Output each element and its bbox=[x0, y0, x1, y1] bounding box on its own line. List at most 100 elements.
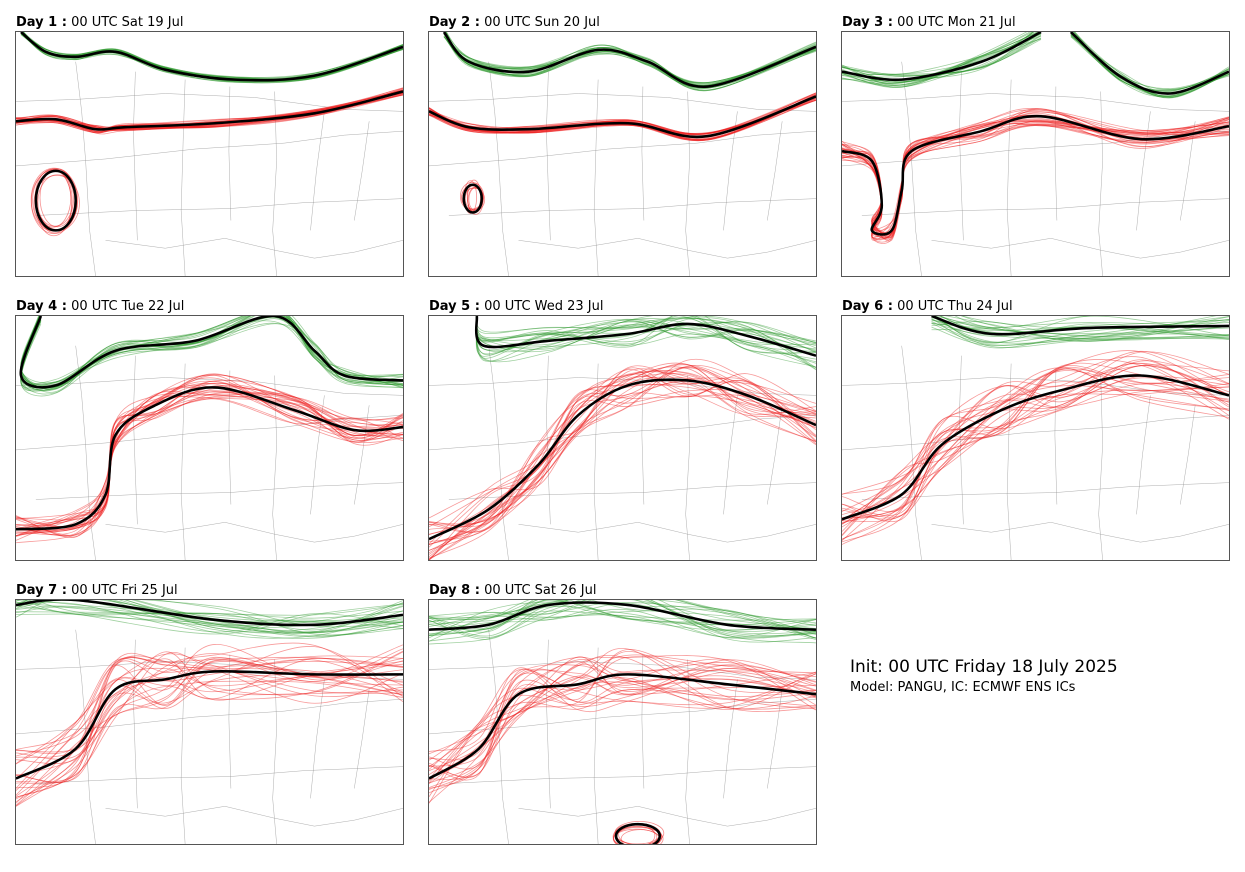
red-member-contour bbox=[16, 646, 403, 807]
green-member-contour bbox=[446, 32, 816, 86]
red-mean-contour bbox=[16, 670, 403, 780]
red-member-contour bbox=[16, 382, 403, 534]
red-member-contour bbox=[429, 98, 816, 142]
state-border-3 bbox=[488, 61, 509, 276]
red-member-contour bbox=[429, 381, 816, 525]
red-member-contour bbox=[16, 87, 403, 134]
red-member-contour bbox=[429, 363, 816, 533]
green-member-contour bbox=[429, 600, 816, 643]
red-member-contour bbox=[16, 676, 403, 764]
panel-title-day-6: Day 6 : 00 UTC Thu 24 Jul bbox=[842, 299, 1013, 314]
red-member-contour bbox=[842, 385, 1229, 522]
red-member-contour bbox=[429, 369, 816, 560]
green-member-contour bbox=[931, 323, 1229, 340]
red-member-contour bbox=[429, 667, 816, 752]
green-mean-contour bbox=[429, 601, 816, 632]
red-member-contour bbox=[429, 98, 816, 135]
red-member-contour bbox=[429, 364, 816, 526]
green-member-contour bbox=[445, 32, 816, 88]
green-member-contour bbox=[429, 603, 816, 630]
green-mean-contour bbox=[20, 32, 403, 82]
red-member-contour bbox=[429, 384, 816, 545]
green-member-contour bbox=[475, 316, 816, 353]
panel-title-day-7: Day 7 : 00 UTC Fri 25 Jul bbox=[16, 583, 178, 598]
state-border-6 bbox=[228, 654, 232, 789]
green-member-contour bbox=[931, 318, 1229, 349]
green-member-contour bbox=[475, 317, 816, 369]
red-member-contour bbox=[429, 381, 816, 558]
red-member-contour bbox=[429, 672, 816, 761]
green-member-contour bbox=[107, 600, 403, 639]
green-member-contour bbox=[931, 319, 1229, 344]
green-member-contour bbox=[429, 600, 816, 631]
red-member-contour bbox=[16, 653, 403, 780]
red-member-contour bbox=[16, 655, 403, 783]
state-border-8 bbox=[723, 395, 738, 515]
state-border-7 bbox=[272, 375, 277, 560]
panel-title-day-3: Day 3 : 00 UTC Mon 21 Jul bbox=[842, 15, 1016, 30]
green-member-contour bbox=[16, 601, 403, 633]
red-member-contour bbox=[16, 89, 403, 133]
red-member-contour bbox=[842, 111, 1229, 236]
green-member-contour bbox=[443, 36, 816, 87]
state-border-1 bbox=[842, 130, 1229, 167]
red-member-contour bbox=[842, 370, 1229, 518]
state-border-4 bbox=[546, 639, 551, 809]
state-border-5 bbox=[180, 647, 186, 844]
red-member-contour bbox=[842, 366, 1229, 536]
red-member-contour bbox=[842, 368, 1229, 522]
green-member-contour bbox=[429, 600, 816, 638]
state-border-4 bbox=[959, 355, 964, 525]
green-member-contour bbox=[842, 39, 1042, 77]
red-member-contour bbox=[16, 644, 403, 783]
green-member-contour bbox=[34, 600, 403, 634]
red-member-contour bbox=[16, 373, 403, 531]
map-svg-day-7 bbox=[16, 600, 403, 844]
red-member-contour bbox=[429, 685, 816, 804]
red-member-contour bbox=[429, 395, 816, 528]
red-member-contour bbox=[16, 656, 403, 791]
state-border-10 bbox=[105, 522, 403, 543]
red-member-contour bbox=[16, 92, 403, 130]
green-member-contour bbox=[1074, 32, 1229, 98]
red-member-contour bbox=[842, 362, 1229, 540]
green-mean-contour bbox=[16, 600, 403, 627]
green-member-contour bbox=[443, 32, 816, 83]
red-member-contour bbox=[16, 374, 403, 537]
green-member-contour bbox=[1070, 34, 1229, 98]
green-member-contour bbox=[16, 601, 403, 637]
green-member-contour bbox=[475, 319, 816, 364]
state-border-6 bbox=[228, 86, 232, 221]
green-member-contour bbox=[931, 316, 1229, 347]
state-border-7 bbox=[685, 91, 690, 276]
green-member-contour bbox=[931, 317, 1229, 339]
green-member-contour bbox=[429, 600, 816, 641]
green-member-contour bbox=[939, 316, 1229, 340]
green-member-contour bbox=[443, 33, 816, 87]
map-panel-day-2 bbox=[428, 31, 817, 277]
model-label: Model: PANGU, IC: ECMWF ENS ICs bbox=[850, 680, 1076, 695]
green-member-contour bbox=[429, 608, 816, 642]
state-border-4 bbox=[959, 71, 964, 241]
red-member-contour bbox=[16, 87, 403, 134]
state-border-9 bbox=[767, 405, 783, 505]
green-member-contour bbox=[475, 316, 816, 357]
green-member-contour bbox=[475, 316, 816, 371]
red-member-contour bbox=[429, 362, 816, 535]
green-member-contour bbox=[20, 316, 403, 391]
state-border-5 bbox=[180, 79, 186, 276]
green-member-contour bbox=[20, 316, 403, 385]
state-border-4 bbox=[133, 355, 138, 525]
red-member-contour bbox=[429, 661, 816, 767]
red-member-contour bbox=[16, 387, 403, 537]
green-member-contour bbox=[20, 32, 403, 82]
red-member-contour bbox=[16, 377, 403, 531]
green-member-contour bbox=[842, 38, 1042, 75]
green-member-contour bbox=[475, 316, 816, 352]
map-panel-day-1 bbox=[15, 31, 404, 277]
state-border-9 bbox=[767, 689, 783, 789]
green-member-contour bbox=[475, 316, 816, 360]
red-member-contour bbox=[842, 383, 1229, 520]
state-border-9 bbox=[767, 121, 783, 221]
green-member-contour bbox=[16, 610, 403, 619]
